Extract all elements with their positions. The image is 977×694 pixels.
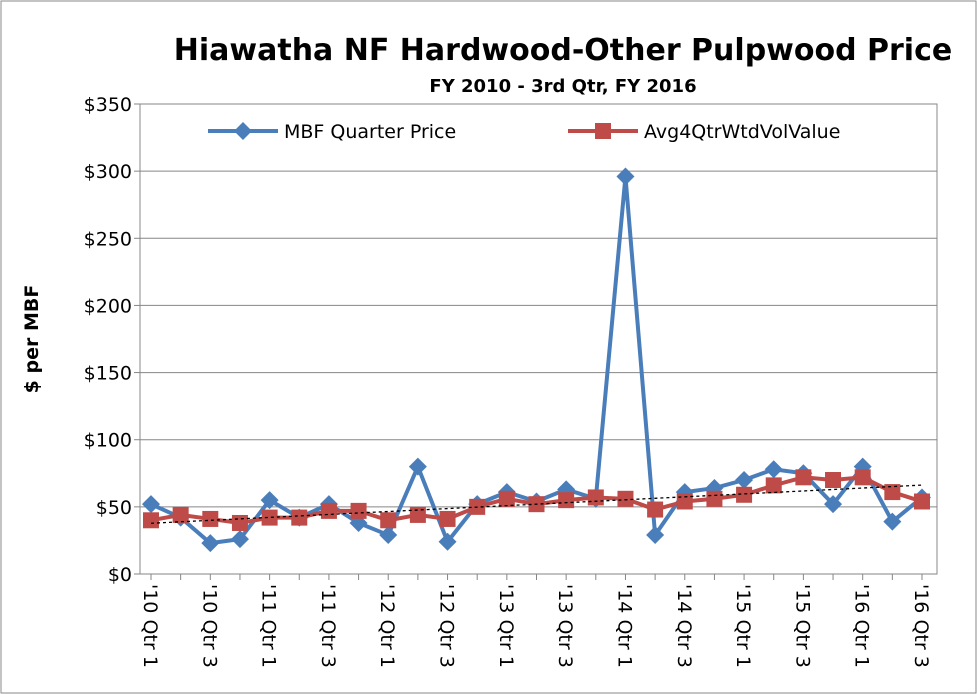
data-point	[260, 491, 279, 510]
data-point	[231, 514, 248, 531]
x-tick-label: '12 Qtr 1	[376, 584, 398, 668]
x-tick-label: '13 Qtr 1	[495, 584, 517, 668]
data-point	[201, 534, 220, 553]
y-tick-label: $250	[84, 228, 132, 250]
y-axis-label: $ per MBF	[21, 285, 43, 394]
y-tick-label: $350	[84, 94, 132, 116]
data-point	[558, 492, 575, 509]
data-point	[765, 477, 782, 494]
data-point	[408, 457, 427, 476]
data-point	[320, 502, 337, 519]
x-tick-label: '16 Qtr 3	[910, 584, 932, 668]
data-point	[617, 490, 634, 507]
data-point	[291, 509, 308, 526]
x-tick-label: '11 Qtr 3	[317, 584, 339, 668]
data-point	[379, 526, 398, 545]
data-point	[764, 460, 783, 479]
data-point	[142, 495, 160, 514]
chart-subtitle: FY 2010 - 3rd Qtr, FY 2016	[429, 76, 696, 97]
data-point	[202, 510, 219, 527]
data-point	[706, 490, 723, 507]
data-point	[735, 471, 754, 489]
y-tick-label: $300	[84, 161, 132, 183]
data-point	[736, 486, 753, 503]
x-tick-label: '15 Qtr 1	[732, 584, 754, 668]
data-point	[884, 484, 901, 501]
data-point	[616, 167, 635, 186]
x-tick-label: '10 Qtr 1	[139, 584, 161, 668]
x-tick-label: '11 Qtr 1	[258, 584, 280, 668]
data-point	[825, 472, 842, 488]
data-point	[439, 510, 456, 527]
data-point	[409, 506, 426, 523]
legend-marker	[234, 122, 252, 140]
legend-label: Avg4QtrWtdVolValue	[644, 121, 840, 143]
data-point	[854, 469, 871, 486]
x-tick-label: '10 Qtr 3	[198, 584, 220, 668]
y-tick-label: $0	[108, 564, 132, 586]
data-point	[676, 493, 693, 510]
y-tick-label: $100	[84, 430, 132, 452]
data-point	[380, 512, 397, 529]
data-point	[230, 530, 249, 549]
data-point	[795, 469, 812, 486]
data-point	[646, 526, 665, 545]
data-point	[172, 506, 189, 523]
data-point	[438, 532, 457, 551]
data-point	[647, 501, 664, 518]
trendline	[150, 484, 923, 524]
x-tick-label: '13 Qtr 3	[554, 584, 576, 668]
x-tick-label: '14 Qtr 3	[673, 584, 695, 668]
chart-title: Hiawatha NF Hardwood-Other Pulpwood Pric…	[174, 33, 952, 68]
data-point	[914, 493, 930, 510]
data-point	[587, 489, 604, 506]
data-point	[824, 495, 843, 514]
data-point	[261, 509, 278, 526]
data-point	[350, 502, 367, 519]
y-tick-label: $50	[96, 497, 132, 519]
x-tick-label: '14 Qtr 1	[613, 584, 635, 668]
y-tick-label: $200	[84, 295, 132, 317]
x-tick-label: '16 Qtr 1	[851, 584, 873, 668]
y-tick-label: $150	[84, 363, 132, 385]
legend-label: MBF Quarter Price	[284, 121, 456, 143]
data-point	[143, 512, 159, 529]
legend-marker	[595, 123, 611, 139]
data-point	[498, 490, 515, 507]
x-tick-label: '12 Qtr 3	[436, 584, 458, 668]
data-point	[883, 512, 902, 531]
x-tick-label: '15 Qtr 3	[791, 584, 813, 668]
